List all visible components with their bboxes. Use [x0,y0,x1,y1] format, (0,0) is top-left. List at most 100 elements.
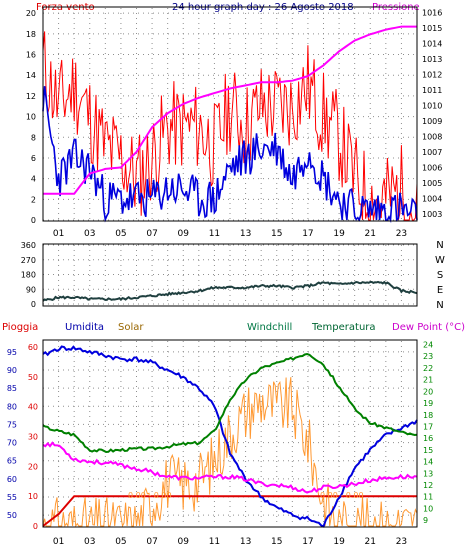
x-tick-label: 15 [271,229,282,239]
compass-label: E [437,285,443,296]
wind-y-tick-label: 20 [26,9,36,18]
temperature-y-tick-label: 17 [423,422,433,431]
humidity-y-tick-label: 95 [7,348,17,357]
x-tick-label: 11 [209,537,220,547]
pressure-y-tick-label: 1015 [422,24,442,33]
direction-y-tick-label: 180 [21,271,36,280]
x-tick-label: 01 [53,537,64,547]
rain-y-tick-label: 40 [28,403,38,412]
top-gridlines [43,8,417,221]
pressure-y-tick-label: 1012 [422,71,442,80]
humidity-y-tick-label: 60 [7,475,17,484]
pressure-y-tick-label: 1004 [422,194,442,203]
x-tick-label: 15 [271,537,282,547]
temperature-y-tick-label: 11 [423,493,433,502]
x-tick-label: 21 [365,537,376,547]
pressure-y-tick-label: 1003 [422,210,442,219]
x-tick-label: 09 [178,537,190,547]
top-series [42,25,418,224]
x-tick-label: 13 [240,229,251,239]
direction-y-tick-label: 90 [26,285,36,294]
humidity-y-tick-label: 80 [7,402,17,411]
rain-y-tick-label: 60 [28,343,38,352]
temperature-y-tick-label: 14 [423,458,433,467]
wind-y-tick-label: 2 [31,195,36,204]
x-tick-label: 23 [396,537,407,547]
wind-y-tick-label: 12 [26,92,36,101]
pressure-y-tick-label: 1010 [422,101,442,110]
wind-gust-line [42,31,418,221]
pressure-y-tick-label: 1016 [422,9,442,18]
rain-y-tick-label: 30 [28,432,38,441]
temperature-y-tick-label: 12 [423,481,433,490]
temperature-y-tick-label: 16 [423,434,433,443]
windchill-label: Windchill [247,322,292,333]
humidity-line [42,345,418,528]
temperature-label: Temperatura [311,322,376,333]
wind-y-tick-label: 6 [31,154,36,163]
temperature-y-tick-label: 22 [423,364,433,373]
pressure-y-tick-label: 1009 [422,117,442,126]
pressure-line [43,25,417,195]
pressure-y-tick-label: 1013 [422,55,442,64]
bottom-axis-labels: 5055606570758085909501020304050609101112… [7,341,433,547]
humidity-label: Umidita [65,322,104,333]
humidity-y-tick-label: 90 [7,366,17,375]
humidity-y-tick-label: 70 [7,439,17,448]
x-tick-label: 05 [115,537,126,547]
wind-y-tick-label: 4 [31,175,36,184]
pressure-y-tick-label: 1006 [422,163,442,172]
x-tick-label: 11 [209,229,220,239]
x-tick-label: 17 [302,537,313,547]
humidity-y-tick-label: 65 [7,457,17,466]
pressure-y-tick-label: 1005 [422,179,442,188]
solar-annotation: 0.00 - 0.00 [128,491,172,500]
humidity-y-tick-label: 85 [7,384,17,393]
compass-label: W [435,255,445,266]
humidity-y-tick-label: 50 [7,511,17,520]
wind-y-tick-label: 8 [31,133,36,142]
x-tick-label: 07 [146,229,157,239]
wind-y-tick-label: 0 [31,216,36,225]
rain-line [42,495,417,527]
x-tick-label: 07 [146,537,157,547]
temperature-y-tick-label: 9 [423,516,428,525]
direction-panel-frame [42,243,418,307]
temperature-y-tick-label: 24 [423,341,433,350]
wind-average-line [42,86,418,224]
x-tick-label: 03 [84,229,95,239]
rain-y-tick-label: 10 [28,492,38,501]
direction-gridlines [43,244,417,305]
temperature-y-tick-label: 21 [423,376,433,385]
compass-label: N [436,240,443,251]
humidity-y-tick-label: 75 [7,420,17,429]
top-panel-frame [42,6,418,222]
direction-y-tick-label: 360 [21,241,36,250]
temperature-y-tick-label: 23 [423,352,433,361]
x-tick-label: 19 [333,229,345,239]
bottom-series [42,345,418,528]
x-tick-label: 17 [302,229,313,239]
x-tick-label: 21 [365,229,376,239]
compass-label: S [437,270,443,281]
direction-y-tick-label: 270 [21,256,36,265]
bottom-gridlines [43,341,417,526]
x-tick-label: 23 [396,229,407,239]
wind-y-tick-label: 16 [26,51,36,60]
top-axis-labels: 0246810121416182010031004100510061007100… [26,9,443,239]
x-tick-label: 05 [115,229,126,239]
wind-y-tick-label: 18 [26,30,36,39]
rain-y-tick-label: 50 [28,373,38,382]
wind-y-tick-label: 10 [26,113,36,122]
pressure-y-tick-label: 1014 [422,40,442,49]
temperature-y-tick-label: 20 [423,387,433,396]
rain-label: Pioggia [2,322,38,333]
temperature-y-tick-label: 19 [423,399,433,408]
rain-y-tick-label: 20 [28,462,38,471]
humidity-y-tick-label: 55 [7,493,17,502]
direction-series [42,280,418,302]
wind-direction-line [42,280,418,302]
